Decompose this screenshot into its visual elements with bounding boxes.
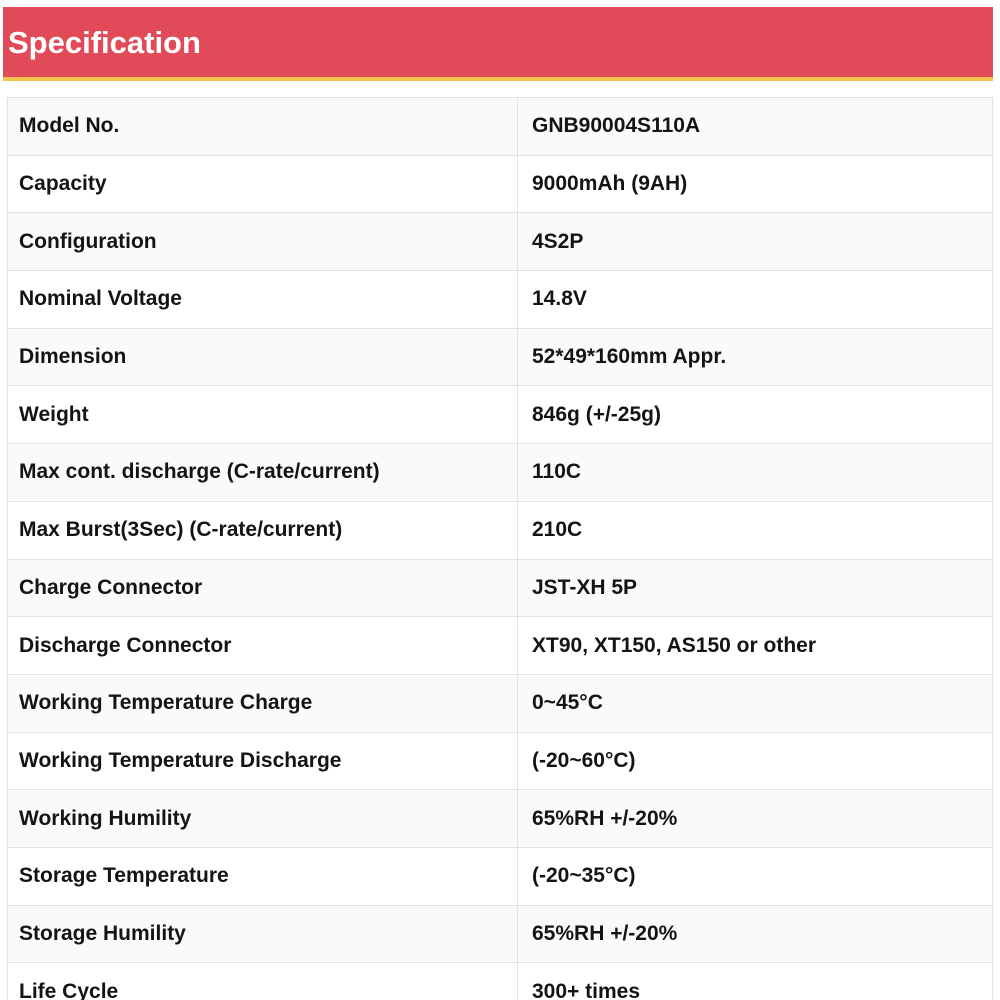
table-row: Life Cycle 300+ times (7, 962, 993, 1000)
spec-label: Model No. (7, 97, 518, 156)
spec-label: Charge Connector (7, 558, 518, 618)
table-row: Max Burst(3Sec) (C-rate/current) 210C (7, 500, 993, 560)
spec-value: (-20~35°C) (517, 846, 993, 906)
spec-label: Weight (7, 385, 518, 445)
spec-label: Working Temperature Discharge (7, 731, 518, 791)
spec-value: 0~45°C (517, 673, 993, 733)
table-row: Configuration 4S2P (7, 212, 993, 272)
table-row: Max cont. discharge (C-rate/current) 110… (7, 443, 993, 502)
table-row: Storage Temperature (-20~35°C) (7, 846, 993, 906)
spec-value: XT90, XT150, AS150 or other (517, 616, 993, 675)
table-row: Working Humility 65%RH +/-20% (7, 789, 993, 848)
page-title: Specification (8, 24, 201, 60)
spec-label: Nominal Voltage (7, 270, 518, 329)
spec-value: JST-XH 5P (517, 558, 993, 618)
spec-value: 65%RH +/-20% (517, 789, 993, 848)
spec-label: Storage Humility (7, 904, 518, 964)
spec-label: Max Burst(3Sec) (C-rate/current) (7, 500, 518, 560)
table-row: Weight 846g (+/-25g) (7, 385, 993, 445)
table-row: Dimension 52*49*160mm Appr. (7, 327, 993, 387)
spec-label: Dimension (7, 327, 518, 387)
spec-value: GNB90004S110A (517, 97, 993, 156)
table-row: Capacity 9000mAh (9AH) (7, 154, 993, 214)
spec-value: 110C (517, 443, 993, 502)
spec-table-body: Model No. GNB90004S110A Capacity 9000mAh… (7, 97, 993, 1000)
table-row: Working Temperature Discharge (-20~60°C) (7, 731, 993, 791)
table-row: Nominal Voltage 14.8V (7, 270, 993, 329)
table-row: Charge Connector JST-XH 5P (7, 558, 993, 618)
spec-label: Capacity (7, 154, 518, 214)
spec-value: 9000mAh (9AH) (517, 154, 993, 214)
table-row: Storage Humility 65%RH +/-20% (7, 904, 993, 964)
spec-value: (-20~60°C) (517, 731, 993, 791)
spec-value: 846g (+/-25g) (517, 385, 993, 445)
table-row: Working Temperature Charge 0~45°C (7, 673, 993, 733)
spec-value: 4S2P (517, 212, 993, 272)
specification-header-bar: Specification (3, 7, 993, 81)
spec-label: Max cont. discharge (C-rate/current) (7, 443, 518, 502)
spec-table: Model No. GNB90004S110A Capacity 9000mAh… (7, 97, 993, 1000)
spec-label: Working Temperature Charge (7, 673, 518, 733)
spec-value: 65%RH +/-20% (517, 904, 993, 964)
spec-value: 14.8V (517, 270, 993, 329)
table-row: Model No. GNB90004S110A (7, 97, 993, 156)
spec-value: 300+ times (517, 962, 993, 1000)
spec-label: Configuration (7, 212, 518, 272)
spec-value: 52*49*160mm Appr. (517, 327, 993, 387)
spec-label: Discharge Connector (7, 616, 518, 675)
spec-label: Life Cycle (7, 962, 518, 1000)
table-row: Discharge Connector XT90, XT150, AS150 o… (7, 616, 993, 675)
spec-label: Storage Temperature (7, 846, 518, 906)
spec-value: 210C (517, 500, 993, 560)
spec-label: Working Humility (7, 789, 518, 848)
